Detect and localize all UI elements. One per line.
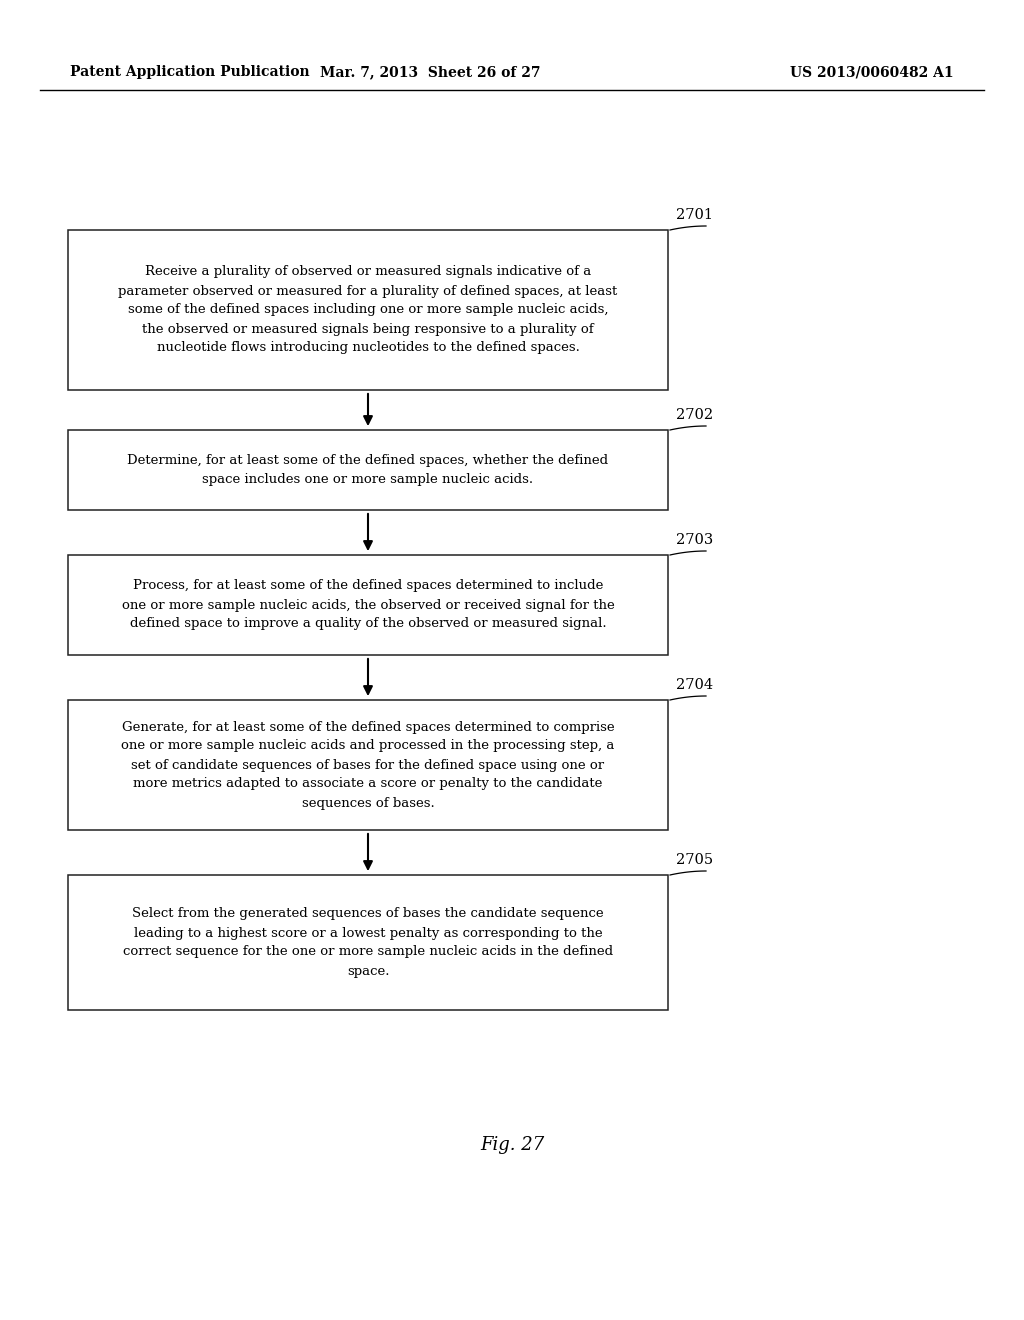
Text: Process, for at least some of the defined spaces determined to include
one or mo: Process, for at least some of the define… <box>122 579 614 631</box>
Bar <box>68 554 668 655</box>
Text: 2704: 2704 <box>676 678 713 692</box>
Text: Select from the generated sequences of bases the candidate sequence
leading to a: Select from the generated sequences of b… <box>123 908 613 978</box>
Bar <box>68 430 668 510</box>
Text: 2702: 2702 <box>676 408 713 422</box>
Text: Determine, for at least some of the defined spaces, whether the defined
space in: Determine, for at least some of the defi… <box>127 454 608 486</box>
Text: Fig. 27: Fig. 27 <box>480 1137 544 1154</box>
Bar <box>68 875 668 1010</box>
Text: Receive a plurality of observed or measured signals indicative of a
parameter ob: Receive a plurality of observed or measu… <box>119 265 617 355</box>
Text: Mar. 7, 2013  Sheet 26 of 27: Mar. 7, 2013 Sheet 26 of 27 <box>319 65 541 79</box>
Text: 2701: 2701 <box>676 209 713 222</box>
Text: Generate, for at least some of the defined spaces determined to comprise
one or : Generate, for at least some of the defin… <box>121 721 614 809</box>
Text: 2703: 2703 <box>676 533 714 546</box>
Bar <box>68 230 668 389</box>
Text: US 2013/0060482 A1: US 2013/0060482 A1 <box>791 65 954 79</box>
Text: 2705: 2705 <box>676 853 713 867</box>
Text: Patent Application Publication: Patent Application Publication <box>70 65 309 79</box>
Bar <box>68 700 668 830</box>
